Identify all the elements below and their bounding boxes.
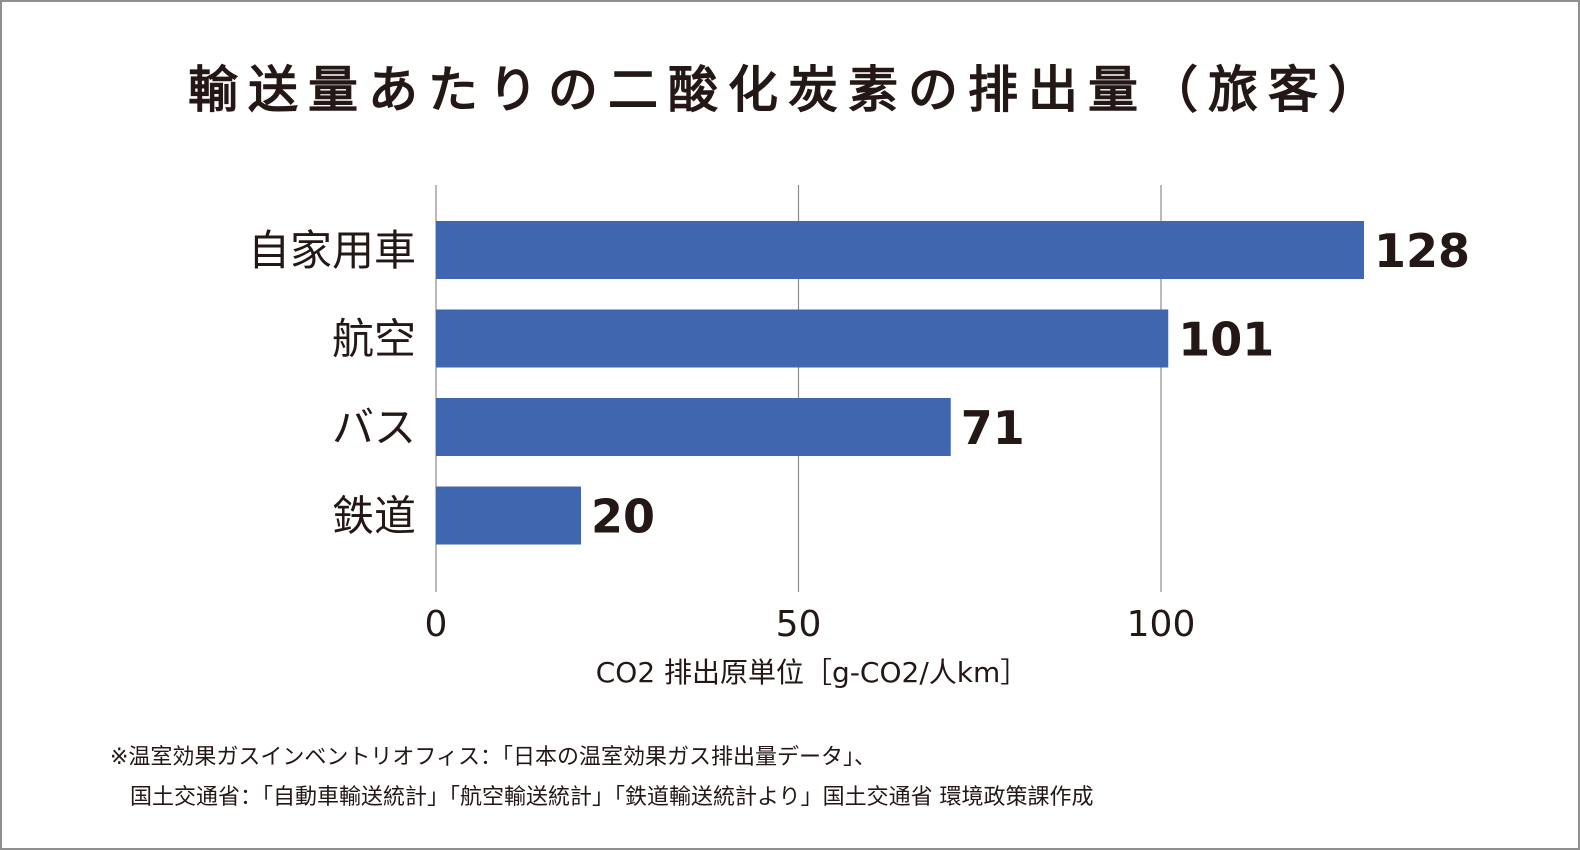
chart-title: 輸送量あたりの二酸化炭素の排出量（旅客）: [188, 61, 1388, 119]
category-label: 航空: [332, 315, 416, 364]
x-tick-label: 0: [425, 604, 448, 645]
data-label: 101: [1178, 313, 1274, 367]
source-note-line-2: 国土交通省：「自動車輸送統計」「航空輸送統計」「鉄道輸送統計より」国土交通省 環…: [130, 785, 1094, 810]
category-label: 自家用車: [248, 226, 416, 275]
x-tick-label: 50: [776, 604, 822, 645]
bar: [436, 398, 951, 456]
source-note-line-1: ※温室効果ガスインベントリオフィス：「日本の温室効果ガス排出量データ」、: [110, 745, 876, 770]
x-axis-label: CO2 排出原単位［g-CO2/人km］: [596, 656, 1029, 689]
data-label: 71: [961, 401, 1025, 455]
x-tick-label: 100: [1127, 604, 1196, 645]
bar: [436, 309, 1169, 368]
data-label: 128: [1374, 224, 1470, 278]
source-notes: ※温室効果ガスインベントリオフィス：「日本の温室効果ガス排出量データ」、 国土交…: [110, 738, 1094, 818]
category-label: バス: [332, 403, 416, 452]
bar: [436, 486, 581, 545]
data-label: 20: [591, 490, 655, 544]
category-label: 鉄道: [332, 492, 416, 541]
bar: [436, 221, 1364, 279]
